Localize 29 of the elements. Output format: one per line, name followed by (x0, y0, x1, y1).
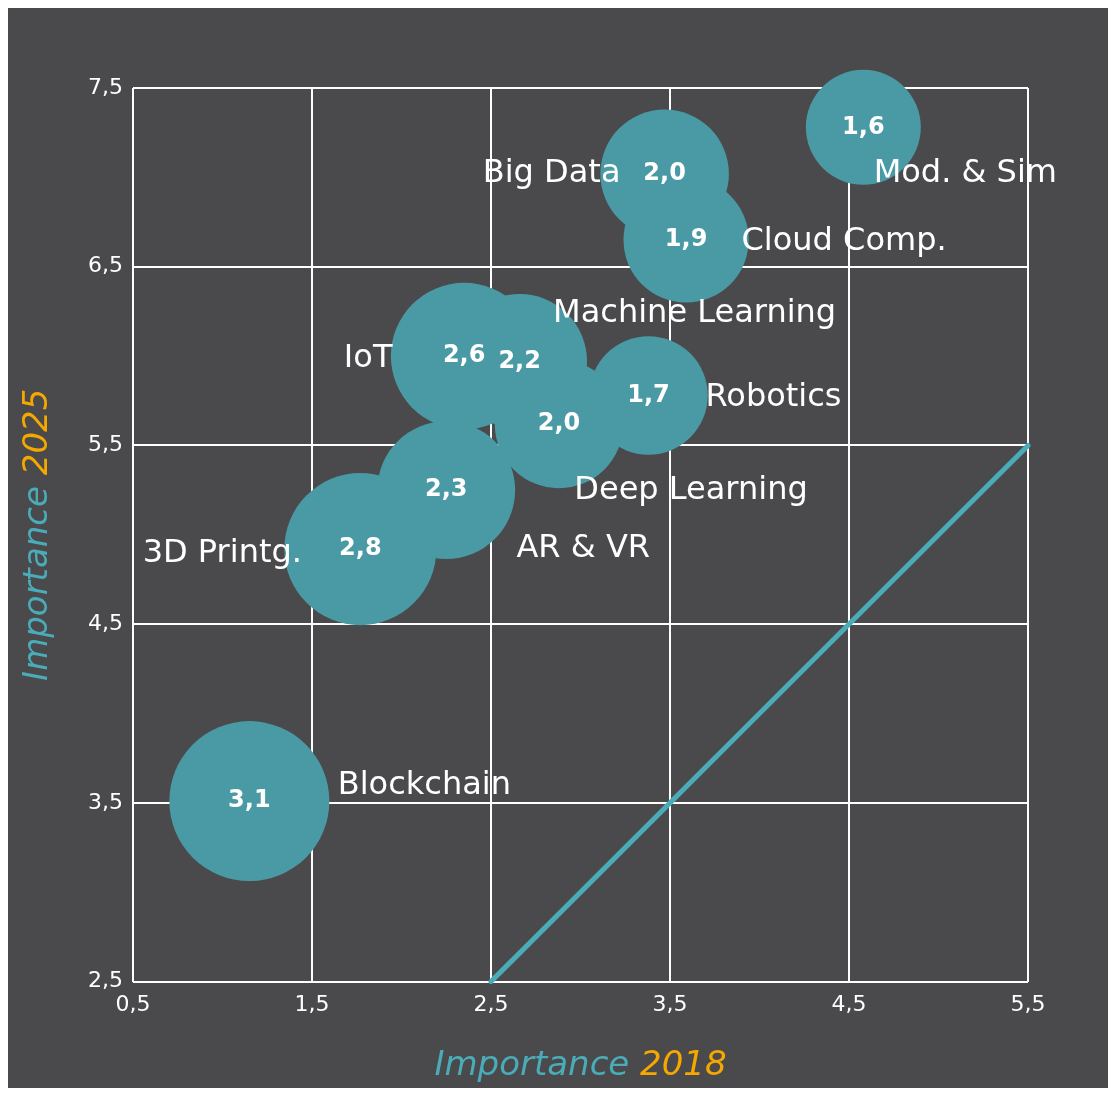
x-tick-label: 2,5 (473, 990, 509, 1016)
x-tick-label: 4,5 (831, 990, 867, 1016)
y-tick-label: 7,5 (87, 73, 123, 99)
annotation: Deep Learning (574, 469, 808, 508)
y-axis-title: Importance 2025 (14, 388, 55, 681)
data-label: 2,2 (498, 345, 541, 374)
data-label: 2,6 (442, 340, 486, 369)
annotation: IoT (343, 337, 393, 376)
x-axis-title: Importance 2018 (434, 1042, 727, 1083)
data-label: 1,7 (627, 379, 670, 408)
annotation: 3D Printg. (142, 532, 302, 571)
x-tick-label: 3,5 (652, 990, 688, 1016)
x-tick-label: 5,5 (1010, 990, 1046, 1016)
data-label: 3,1 (228, 785, 271, 814)
y-tick-label: 3,5 (87, 788, 123, 814)
y-tick-label: 2,5 (87, 967, 123, 993)
data-label: 2,0 (537, 408, 581, 437)
data-label: 2,0 (643, 158, 686, 187)
annotation: Robotics (705, 375, 842, 414)
data-label: 1,9 (664, 224, 708, 253)
data-label: 2,8 (339, 533, 382, 562)
x-tick-label: 0,5 (115, 990, 151, 1016)
annotation: AR & VR (516, 527, 651, 566)
y-tick-label: 6,5 (87, 252, 123, 278)
y-tick-label: 4,5 (87, 609, 123, 635)
data-label: 1,6 (842, 111, 885, 140)
x-tick-label: 1,5 (294, 990, 330, 1016)
y-tick-label: 5,5 (87, 431, 123, 457)
data-label: 2,3 (424, 474, 468, 503)
